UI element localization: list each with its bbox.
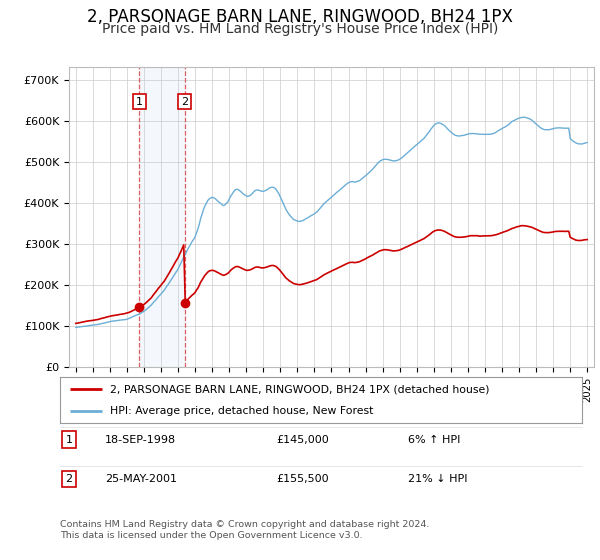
Text: £155,500: £155,500 — [276, 474, 329, 484]
Text: 1: 1 — [65, 435, 73, 445]
Text: Contains HM Land Registry data © Crown copyright and database right 2024.
This d: Contains HM Land Registry data © Crown c… — [60, 520, 430, 540]
Text: Price paid vs. HM Land Registry's House Price Index (HPI): Price paid vs. HM Land Registry's House … — [102, 22, 498, 36]
Text: 2, PARSONAGE BARN LANE, RINGWOOD, BH24 1PX (detached house): 2, PARSONAGE BARN LANE, RINGWOOD, BH24 1… — [110, 384, 489, 394]
Text: HPI: Average price, detached house, New Forest: HPI: Average price, detached house, New … — [110, 407, 373, 416]
Text: £145,000: £145,000 — [276, 435, 329, 445]
Text: 2, PARSONAGE BARN LANE, RINGWOOD, BH24 1PX: 2, PARSONAGE BARN LANE, RINGWOOD, BH24 1… — [87, 8, 513, 26]
Text: 6% ↑ HPI: 6% ↑ HPI — [408, 435, 460, 445]
Bar — [139, 67, 185, 367]
Text: 1: 1 — [136, 97, 143, 106]
Text: 21% ↓ HPI: 21% ↓ HPI — [408, 474, 467, 484]
Text: 18-SEP-1998: 18-SEP-1998 — [105, 435, 176, 445]
Text: 25-MAY-2001: 25-MAY-2001 — [105, 474, 177, 484]
Text: 2: 2 — [65, 474, 73, 484]
Text: 2: 2 — [181, 97, 188, 106]
